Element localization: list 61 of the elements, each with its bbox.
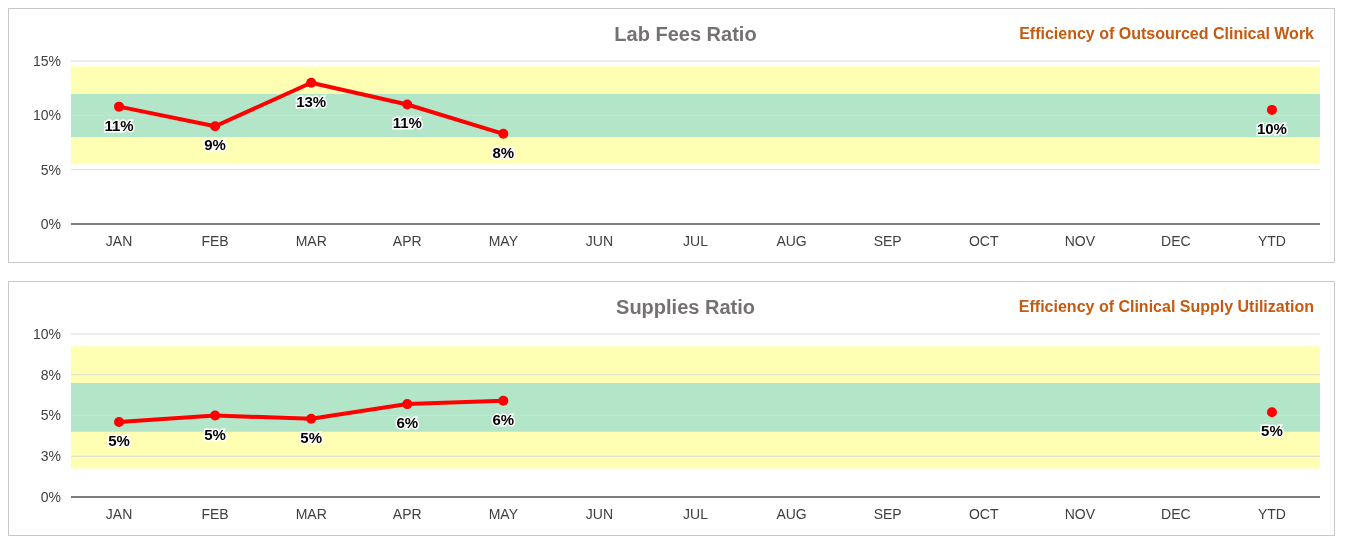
y-tick-label: 5% (40, 407, 61, 424)
x-tick-label: DEC (1161, 506, 1191, 522)
x-tick-label: MAR (295, 233, 327, 249)
x-tick-label: MAR (295, 506, 327, 522)
y-tick-label: 5% (40, 161, 61, 178)
x-tick-label: FEB (201, 233, 229, 249)
data-label: 6% (396, 414, 419, 432)
x-tick-label: APR (392, 233, 422, 249)
data-label: 11% (104, 116, 134, 134)
y-tick-label: 3% (40, 448, 61, 465)
y-tick-label: 0% (40, 215, 61, 232)
x-tick-label: SEP (873, 506, 902, 522)
point (306, 413, 317, 424)
data-label: 5% (204, 425, 226, 443)
x-tick-label: APR (392, 506, 422, 522)
x-tick-label: NOV (1064, 233, 1096, 249)
x-tick-label: JUN (585, 506, 614, 522)
point (210, 121, 221, 132)
point (498, 128, 509, 139)
point (402, 99, 413, 110)
x-tick-label: OCT (968, 233, 999, 249)
y-tick-label: 10% (32, 325, 61, 342)
chart-title: Supplies Ratio (616, 296, 755, 318)
y-tick-label: 10% (32, 107, 61, 124)
data-label: 5% (300, 428, 323, 446)
point (498, 395, 509, 406)
x-tick-label: AUG (776, 233, 807, 249)
x-tick-label: JUL (683, 506, 709, 522)
data-label: 10% (1256, 119, 1287, 137)
x-tick-label: AUG (776, 506, 807, 522)
x-tick-label: DEC (1161, 233, 1191, 249)
chart-subtitle: Efficiency of Clinical Supply Utilization (1018, 298, 1314, 315)
x-tick-label: OCT (968, 506, 999, 522)
x-tick-label: MAY (488, 506, 519, 522)
point (114, 417, 125, 428)
data-label: 6% (492, 410, 515, 428)
point (210, 410, 221, 421)
data-label: 9% (204, 136, 226, 154)
point (114, 101, 125, 112)
data-label: 13% (296, 92, 327, 110)
data-label: 11% (392, 114, 422, 132)
y-tick-label: 15% (32, 52, 61, 69)
x-tick-label: SEP (873, 233, 902, 249)
x-tick-label: YTD (1257, 233, 1286, 249)
x-tick-label: JUN (585, 233, 614, 249)
x-tick-label: NOV (1064, 506, 1096, 522)
x-tick-label: MAY (488, 233, 519, 249)
x-tick-label: JAN (105, 506, 133, 522)
x-tick-label: FEB (201, 506, 229, 522)
x-tick-label: JAN (105, 233, 133, 249)
data-label: 5% (1261, 422, 1283, 440)
chart-subtitle: Efficiency of Outsourced Clinical Work (1019, 25, 1315, 42)
data-label: 8% (492, 143, 515, 161)
point (402, 399, 413, 410)
x-tick-label: JUL (683, 233, 709, 249)
y-tick-label: 8% (40, 366, 61, 383)
y-tick-label: 0% (40, 488, 61, 505)
x-tick-label: YTD (1257, 506, 1286, 522)
chart-title: Lab Fees Ratio (614, 23, 757, 45)
data-label: 5% (108, 432, 130, 450)
point (306, 77, 317, 88)
